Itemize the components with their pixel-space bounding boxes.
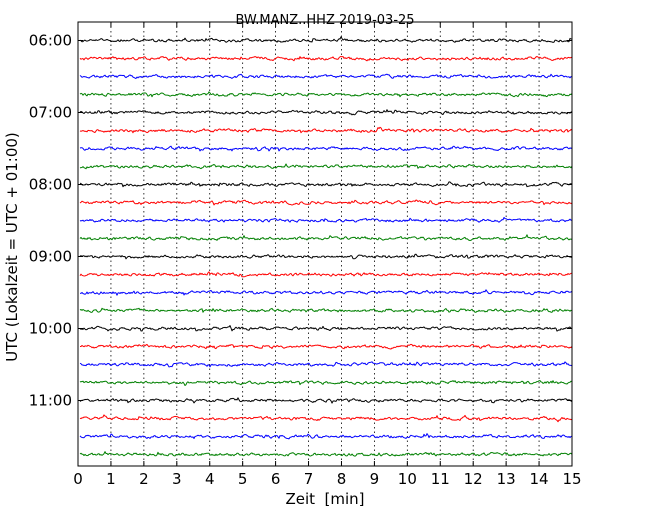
x-tick-label: 10 bbox=[398, 470, 417, 488]
y-axis-label: UTC (Lokalzeit = UTC + 01:00) bbox=[3, 132, 21, 362]
y-tick-label: 06:00 bbox=[29, 32, 72, 50]
y-tick-label: 11:00 bbox=[29, 392, 72, 410]
trace-line bbox=[79, 307, 573, 313]
x-tick-label: 15 bbox=[562, 470, 581, 488]
x-tick-label: 8 bbox=[337, 470, 347, 488]
trace-line bbox=[79, 163, 573, 170]
trace-line bbox=[79, 271, 573, 278]
x-tick-label: 13 bbox=[497, 470, 516, 488]
trace-line bbox=[79, 73, 573, 79]
x-tick-label: 14 bbox=[530, 470, 549, 488]
y-axis: 06:00 07:00 08:00 09:00 10:00 11:00 bbox=[29, 32, 572, 410]
trace-line bbox=[79, 361, 573, 368]
x-axis: 0 1 2 3 4 5 6 7 8 9 10 11 12 13 14 15 bbox=[73, 22, 582, 488]
trace-line bbox=[79, 414, 573, 423]
y-tick-label: 08:00 bbox=[29, 176, 72, 194]
trace-line bbox=[79, 451, 573, 457]
trace-line bbox=[79, 325, 573, 332]
trace-line bbox=[80, 343, 573, 350]
x-tick-label: 0 bbox=[73, 470, 83, 488]
trace-line bbox=[79, 181, 573, 188]
x-tick-label: 5 bbox=[238, 470, 248, 488]
trace-line bbox=[79, 380, 573, 386]
trace-line bbox=[79, 36, 572, 43]
x-tick-label: 1 bbox=[106, 470, 116, 488]
traces-group bbox=[79, 36, 573, 457]
x-tick-label: 7 bbox=[304, 470, 314, 488]
trace-line bbox=[79, 145, 573, 152]
trace-line bbox=[79, 109, 573, 116]
vertical-grid bbox=[110, 22, 540, 466]
x-tick-label: 2 bbox=[139, 470, 149, 488]
chart-title: BW.MANZ..HHZ 2019-03-25 bbox=[235, 13, 414, 28]
trace-line bbox=[79, 234, 573, 241]
trace-line bbox=[79, 91, 573, 98]
trace-line bbox=[79, 56, 573, 62]
x-tick-label: 12 bbox=[464, 470, 483, 488]
y-tick-label: 10:00 bbox=[29, 320, 72, 338]
trace-line bbox=[79, 253, 573, 260]
trace-line bbox=[79, 433, 573, 440]
x-tick-label: 4 bbox=[205, 470, 215, 488]
x-tick-label: 11 bbox=[431, 470, 450, 488]
y-tick-label: 07:00 bbox=[29, 104, 72, 122]
plot-frame bbox=[77, 21, 573, 467]
trace-line bbox=[79, 199, 573, 206]
y-tick-label: 09:00 bbox=[29, 248, 72, 266]
trace-line bbox=[79, 126, 573, 134]
trace-line bbox=[79, 289, 573, 296]
trace-line bbox=[79, 397, 573, 404]
trace-line bbox=[79, 217, 573, 223]
x-tick-label: 6 bbox=[271, 470, 281, 488]
x-axis-label: Zeit [min] bbox=[285, 490, 364, 508]
x-tick-label: 9 bbox=[370, 470, 380, 488]
x-tick-label: 3 bbox=[172, 470, 182, 488]
